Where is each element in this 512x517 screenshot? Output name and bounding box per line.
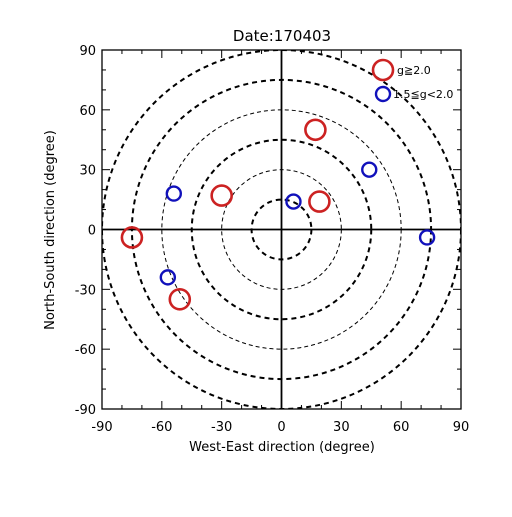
legend-marker: [371, 58, 395, 82]
x-tick-label: 0: [277, 420, 285, 435]
y-axis-label: North-South direction (degree): [43, 130, 58, 330]
point-large-circle: [210, 184, 233, 207]
point-large-circle: [304, 118, 327, 142]
point-small-circle: [418, 229, 436, 246]
y-tick-label: 0: [88, 224, 96, 239]
point-large-circle: [308, 190, 331, 213]
y-tick-label: -90: [75, 403, 96, 418]
x-tick-label: 60: [393, 420, 410, 435]
y-tick-label: 60: [79, 104, 96, 119]
point-large-circle: [168, 288, 192, 311]
x-tick-label: -30: [211, 420, 232, 435]
legend-label: 1.5≦g<2.0: [393, 88, 453, 101]
x-tick-label: 90: [453, 420, 470, 435]
point-small-circle: [159, 269, 177, 286]
y-tick-label: 30: [79, 164, 96, 179]
point-small-circle: [361, 161, 378, 178]
x-axis-label: West-East direction (degree): [189, 440, 375, 455]
data-points: [120, 118, 436, 311]
x-tick-label: 30: [333, 420, 350, 435]
ticks: -90 -60 -30 0 30 60 90 90 60 30 0 -30 -60 -90: [75, 44, 470, 435]
point-small-circle: [165, 185, 183, 202]
legend-label: g≧2.0: [397, 64, 431, 77]
chart-title: Date:170403: [233, 27, 331, 45]
y-tick-label: -60: [75, 343, 96, 358]
y-tick-label: 90: [79, 44, 96, 59]
x-tick-label: -90: [91, 420, 112, 435]
legend: g≧2.0 1.5≦g<2.0: [371, 58, 453, 103]
y-tick-label: -30: [75, 283, 96, 298]
x-tick-label: -60: [151, 420, 172, 435]
legend-marker: [374, 85, 392, 103]
point-large-circle: [120, 226, 144, 249]
point-small-circle: [285, 193, 302, 210]
